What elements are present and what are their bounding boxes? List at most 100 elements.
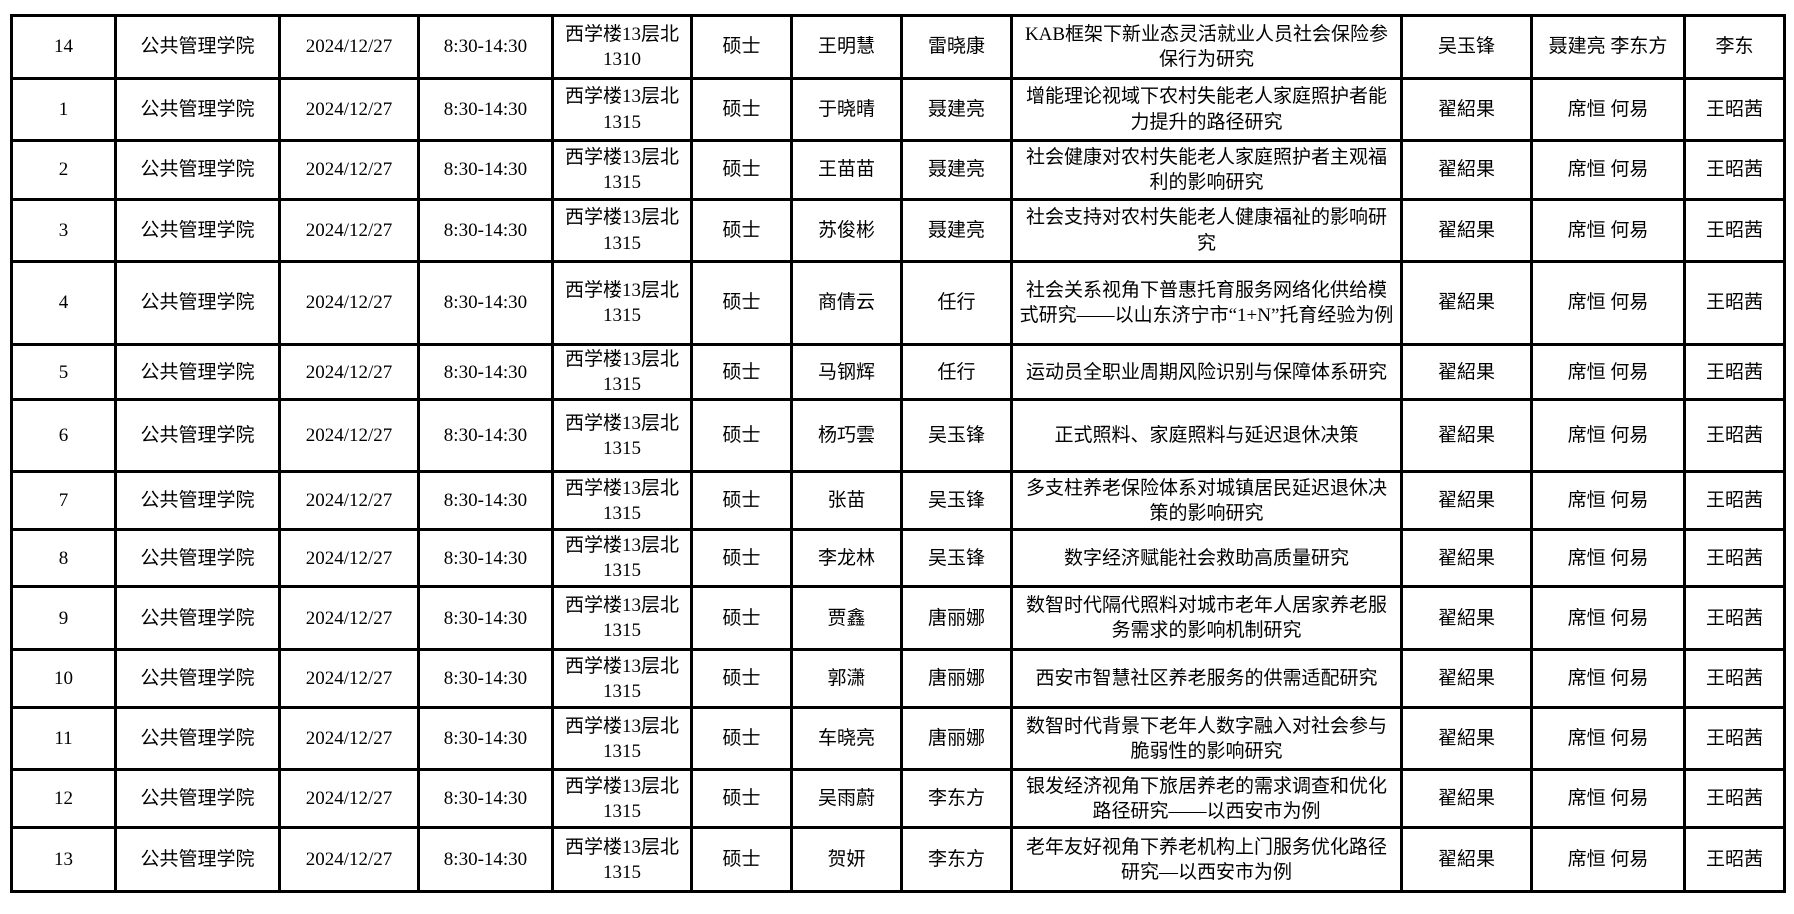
cell-thesis-title: 多支柱养老保险体系对城镇居民延迟退休决策的影响研究 [1010,470,1403,532]
table-row: 8 公共管理学院 2024/12/27 8:30-14:30 西学楼13层北 1… [10,528,1786,589]
cell-sequence-number: 6 [10,398,117,474]
cell-student-name: 苏俊彬 [790,198,903,263]
cell-committee-chair: 翟紹果 [1400,648,1533,710]
cell-college: 公共管理学院 [114,768,281,830]
cell-degree-type: 硕士 [690,398,793,474]
cell-secretary-name: 王昭茜 [1683,198,1786,263]
cell-advisor-name: 雷晓康 [900,14,1013,80]
table-row: 10 公共管理学院 2024/12/27 8:30-14:30 西学楼13层北 … [10,648,1786,710]
cell-degree-type: 硕士 [690,260,793,346]
table-row: 14 公共管理学院 2024/12/27 8:30-14:30 西学楼13层北 … [10,14,1786,80]
cell-secretary-name: 王昭茜 [1683,470,1786,532]
cell-degree-type: 硕士 [690,826,793,894]
cell-location: 西学楼13层北 1315 [551,470,693,532]
table-row: 1 公共管理学院 2024/12/27 8:30-14:30 西学楼13层北 1… [10,77,1786,142]
cell-date: 2024/12/27 [278,198,420,263]
cell-secretary-name: 王昭茜 [1683,260,1786,346]
cell-sequence-number: 14 [10,14,117,80]
cell-committee-members: 席恒 何易 [1530,528,1686,589]
cell-location: 西学楼13层北 1315 [551,260,693,346]
cell-advisor-name: 唐丽娜 [900,585,1013,652]
table-row: 7 公共管理学院 2024/12/27 8:30-14:30 西学楼13层北 1… [10,470,1786,532]
cell-college: 公共管理学院 [114,77,281,142]
cell-student-name: 张苗 [790,470,903,532]
cell-student-name: 李龙林 [790,528,903,589]
cell-degree-type: 硕士 [690,585,793,652]
cell-date: 2024/12/27 [278,398,420,474]
table-row: 13 公共管理学院 2024/12/27 8:30-14:30 西学楼13层北 … [10,826,1786,894]
cell-location: 西学楼13层北 1315 [551,198,693,263]
cell-time: 8:30-14:30 [417,139,554,201]
table-row: 9 公共管理学院 2024/12/27 8:30-14:30 西学楼13层北 1… [10,585,1786,652]
cell-committee-chair: 翟紹果 [1400,470,1533,532]
cell-time: 8:30-14:30 [417,585,554,652]
cell-location: 西学楼13层北 1315 [551,706,693,772]
cell-advisor-name: 李东方 [900,768,1013,830]
cell-time: 8:30-14:30 [417,77,554,142]
cell-advisor-name: 唐丽娜 [900,706,1013,772]
cell-sequence-number: 9 [10,585,117,652]
cell-committee-members: 席恒 何易 [1530,398,1686,474]
cell-secretary-name: 王昭茜 [1683,768,1786,830]
cell-college: 公共管理学院 [114,198,281,263]
cell-time: 8:30-14:30 [417,342,554,402]
cell-student-name: 马钢辉 [790,342,903,402]
cell-location: 西学楼13层北 1315 [551,139,693,201]
cell-advisor-name: 李东方 [900,826,1013,894]
cell-time: 8:30-14:30 [417,14,554,80]
table-row: 4 公共管理学院 2024/12/27 8:30-14:30 西学楼13层北 1… [10,260,1786,346]
cell-location: 西学楼13层北 1315 [551,398,693,474]
cell-advisor-name: 唐丽娜 [900,648,1013,710]
cell-student-name: 贺妍 [790,826,903,894]
cell-committee-chair: 翟紹果 [1400,342,1533,402]
cell-college: 公共管理学院 [114,14,281,80]
cell-thesis-title: 数字经济赋能社会救助高质量研究 [1010,528,1403,589]
cell-degree-type: 硕士 [690,470,793,532]
cell-thesis-title: 运动员全职业周期风险识别与保障体系研究 [1010,342,1403,402]
cell-date: 2024/12/27 [278,528,420,589]
cell-sequence-number: 5 [10,342,117,402]
cell-thesis-title: 社会健康对农村失能老人家庭照护者主观福利的影响研究 [1010,139,1403,201]
cell-thesis-title: 数智时代隔代照料对城市老年人居家养老服务需求的影响机制研究 [1010,585,1403,652]
cell-thesis-title: 老年友好视角下养老机构上门服务优化路径研究—以西安市为例 [1010,826,1403,894]
cell-degree-type: 硕士 [690,198,793,263]
cell-advisor-name: 吴玉锋 [900,528,1013,589]
cell-advisor-name: 吴玉锋 [900,470,1013,532]
cell-committee-members: 席恒 何易 [1530,342,1686,402]
cell-advisor-name: 任行 [900,342,1013,402]
cell-degree-type: 硕士 [690,528,793,589]
cell-college: 公共管理学院 [114,398,281,474]
cell-date: 2024/12/27 [278,706,420,772]
cell-degree-type: 硕士 [690,648,793,710]
cell-committee-members: 席恒 何易 [1530,648,1686,710]
cell-student-name: 贾鑫 [790,585,903,652]
cell-thesis-title: 银发经济视角下旅居养老的需求调查和优化路径研究——以西安市为例 [1010,768,1403,830]
cell-committee-members: 席恒 何易 [1530,260,1686,346]
cell-degree-type: 硕士 [690,139,793,201]
cell-location: 西学楼13层北 1310 [551,14,693,80]
cell-location: 西学楼13层北 1315 [551,528,693,589]
cell-secretary-name: 王昭茜 [1683,648,1786,710]
cell-time: 8:30-14:30 [417,260,554,346]
cell-sequence-number: 3 [10,198,117,263]
cell-committee-members: 聂建亮 李东方 [1530,14,1686,80]
cell-secretary-name: 王昭茜 [1683,585,1786,652]
table-row: 11 公共管理学院 2024/12/27 8:30-14:30 西学楼13层北 … [10,706,1786,772]
cell-committee-members: 席恒 何易 [1530,768,1686,830]
cell-date: 2024/12/27 [278,648,420,710]
cell-advisor-name: 聂建亮 [900,77,1013,142]
cell-location: 西学楼13层北 1315 [551,77,693,142]
table-row: 6 公共管理学院 2024/12/27 8:30-14:30 西学楼13层北 1… [10,398,1786,474]
cell-degree-type: 硕士 [690,768,793,830]
cell-thesis-title: 社会关系视角下普惠托育服务网络化供给模式研究——以山东济宁市“1+N”托育经验为… [1010,260,1403,346]
cell-date: 2024/12/27 [278,826,420,894]
cell-secretary-name: 王昭茜 [1683,342,1786,402]
cell-secretary-name: 王昭茜 [1683,139,1786,201]
cell-committee-members: 席恒 何易 [1530,826,1686,894]
cell-thesis-title: 正式照料、家庭照料与延迟退休决策 [1010,398,1403,474]
cell-secretary-name: 李东 [1683,14,1786,80]
cell-time: 8:30-14:30 [417,398,554,474]
cell-college: 公共管理学院 [114,470,281,532]
cell-committee-chair: 翟紹果 [1400,139,1533,201]
cell-student-name: 吴雨蔚 [790,768,903,830]
